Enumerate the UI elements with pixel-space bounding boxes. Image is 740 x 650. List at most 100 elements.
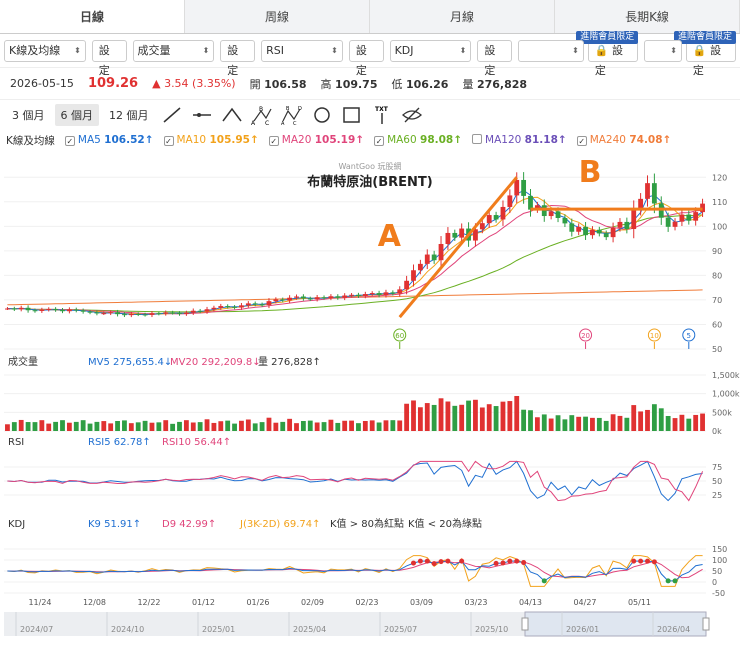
volume-bar — [60, 420, 65, 431]
tab-monthly[interactable]: 月線 — [370, 0, 555, 33]
candle-body — [617, 221, 623, 228]
ma5-legend[interactable]: ✓ MA5 106.52↑ — [64, 134, 154, 146]
volume-bar — [245, 419, 251, 431]
volume-bar — [328, 419, 334, 431]
volume-bar — [142, 420, 148, 431]
range-6m-button[interactable]: 6 個月 — [54, 104, 99, 126]
volume-legend-item: MV20 292,209.8↓ — [170, 357, 261, 368]
candle-body — [417, 263, 423, 271]
tab-daily[interactable]: 日線 — [0, 0, 185, 33]
candle-body — [218, 306, 224, 308]
volume-bar — [225, 420, 231, 431]
kdj-legend-item: K值 < 20為綠點 — [408, 517, 482, 530]
volume-bar — [32, 422, 38, 431]
volume-bar — [280, 421, 286, 431]
volume-bar — [342, 420, 348, 431]
volume-bar — [466, 400, 471, 431]
channel-icon[interactable] — [219, 103, 245, 127]
rsi-select[interactable]: RSI ⬍ — [261, 39, 343, 62]
lock-icon: 🔒 — [594, 43, 609, 57]
candle-body — [211, 307, 217, 310]
volume-bar — [658, 408, 664, 431]
svg-text:D: D — [298, 106, 302, 112]
y-tick-label: 1,500k — [712, 371, 740, 380]
candle-body — [163, 312, 169, 314]
circle-icon[interactable] — [309, 103, 335, 127]
candle-body — [404, 280, 410, 290]
x-tick-label: 04/27 — [573, 598, 596, 607]
candle-body — [232, 306, 237, 308]
volume-bar — [700, 413, 705, 431]
vip-select-1[interactable]: ⬍ — [518, 39, 584, 62]
vip-select-2[interactable]: ⬍ — [644, 39, 682, 62]
tab-long-term[interactable]: 長期K線 — [555, 0, 740, 33]
ma-select[interactable]: K線及均線 ⬍ — [4, 39, 86, 62]
quote-low: 低 106.26 — [391, 77, 449, 91]
volume-bar — [197, 422, 203, 431]
svg-text:TXT: TXT — [375, 106, 389, 113]
kdj-select[interactable]: KDJ ⬍ — [389, 39, 472, 62]
candle-body — [638, 198, 644, 210]
tab-weekly[interactable]: 周線 — [185, 0, 370, 33]
event-marker-label: 20 — [581, 332, 590, 340]
candle-body — [548, 211, 554, 217]
candle-body — [583, 226, 588, 236]
range-3m-button[interactable]: 3 個月 — [12, 109, 45, 122]
abc-pattern-icon[interactable]: A B C — [249, 103, 275, 127]
chart-title: 布蘭特原油(BRENT) — [307, 174, 432, 190]
volume-bar — [294, 423, 299, 431]
candle-body — [135, 313, 141, 315]
event-marker — [682, 328, 696, 342]
navigator-label: 2024/07 — [20, 625, 53, 634]
rsi-settings-button[interactable]: 設定 — [348, 39, 384, 77]
volume-bar — [459, 404, 465, 431]
volume-bar — [218, 421, 224, 431]
trend-line-icon[interactable] — [159, 103, 185, 127]
y-tick-label: 70 — [712, 296, 722, 305]
vip-settings-button-2[interactable]: 🔒 設定 — [685, 39, 737, 77]
candle-body — [294, 296, 299, 298]
abcd-pattern-icon[interactable]: A B C D — [279, 103, 305, 127]
ma240-legend[interactable]: ✓ MA240 74.08↑ — [576, 134, 672, 146]
range-12m-button[interactable]: 12 個月 — [109, 109, 149, 122]
volume-bar — [307, 420, 313, 431]
rectangle-icon[interactable] — [339, 103, 365, 127]
y-tick-label: 60 — [712, 320, 722, 329]
candle-body — [596, 229, 602, 234]
horizontal-ray-icon[interactable] — [189, 103, 215, 127]
event-marker — [393, 328, 407, 342]
kdj-settings-button[interactable]: 設定 — [477, 39, 513, 77]
volume-bar — [603, 420, 609, 431]
checkbox-icon: ✓ — [576, 136, 587, 146]
quote-date: 2026-05-15 — [10, 77, 74, 90]
ma60-legend[interactable]: ✓ MA60 98.08↑ — [374, 134, 463, 146]
volume-bar — [686, 418, 692, 431]
ma120-legend[interactable]: MA120 81.18↑ — [472, 134, 567, 146]
quote-open: 開 106.58 — [249, 77, 307, 91]
volume-bar — [239, 420, 244, 431]
volume-settings-button[interactable]: 設定 — [220, 39, 256, 77]
ma10-legend[interactable]: ✓ MA10 105.95↑ — [163, 134, 259, 146]
kdj-select-value: KDJ — [394, 43, 414, 57]
y-tick-label: 50 — [712, 345, 722, 354]
candle-body — [424, 254, 430, 264]
volume-bar — [383, 420, 389, 431]
ma20-legend[interactable]: ✓ MA20 105.19↑ — [268, 134, 365, 146]
candle-body — [493, 215, 499, 220]
kdj-red-dot — [500, 560, 506, 566]
y-tick-label: 50 — [712, 477, 722, 486]
vip-settings-button-1[interactable]: 🔒 設定 — [587, 39, 639, 77]
text-icon[interactable]: TXT — [369, 103, 395, 127]
ma-legend-title: K線及均線 — [6, 134, 55, 147]
navigator-label: 2024/10 — [111, 625, 144, 634]
chevron-updown-icon: ⬍ — [670, 45, 677, 55]
volume-select[interactable]: 成交量 ⬍ — [132, 39, 215, 62]
y-tick-label: 80 — [712, 271, 722, 280]
ma-settings-button[interactable]: 設定 — [91, 39, 127, 77]
hide-drawings-icon[interactable] — [399, 103, 425, 127]
event-marker-label: 5 — [687, 332, 691, 340]
volume-bar — [273, 422, 279, 431]
candle-body — [459, 228, 465, 238]
volume-bar — [562, 419, 568, 431]
